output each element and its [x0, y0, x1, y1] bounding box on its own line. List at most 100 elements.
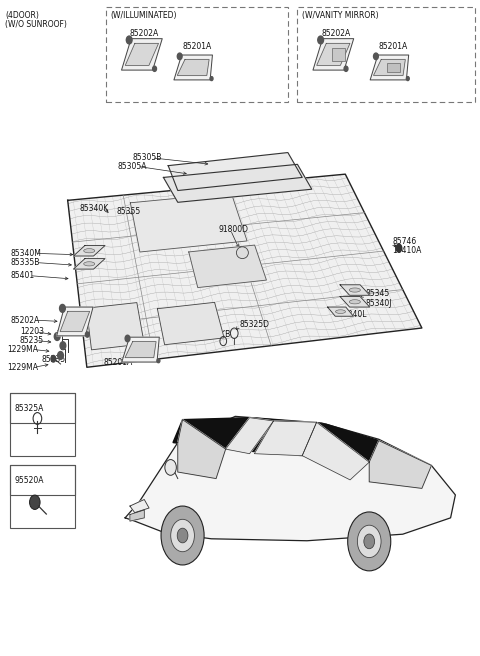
Text: 1125KB: 1125KB [201, 330, 230, 339]
Text: 85401: 85401 [10, 271, 35, 280]
Polygon shape [122, 337, 159, 362]
Circle shape [153, 66, 156, 72]
Polygon shape [226, 418, 274, 454]
Text: 85335B: 85335B [10, 258, 40, 267]
Ellipse shape [349, 300, 360, 304]
Circle shape [364, 534, 374, 549]
Polygon shape [73, 258, 105, 269]
Circle shape [54, 333, 60, 340]
Polygon shape [173, 418, 379, 462]
Text: 95520A: 95520A [14, 476, 44, 485]
Polygon shape [178, 420, 226, 479]
Polygon shape [370, 55, 408, 80]
Text: 85202A: 85202A [130, 29, 159, 38]
Polygon shape [86, 302, 144, 350]
Text: 85340M: 85340M [10, 249, 41, 258]
Polygon shape [68, 174, 422, 367]
Polygon shape [177, 60, 209, 75]
Circle shape [344, 66, 348, 72]
Polygon shape [302, 422, 369, 480]
Polygon shape [131, 193, 247, 252]
Text: 85201A: 85201A [379, 42, 408, 51]
Text: 85325D: 85325D [240, 320, 270, 329]
Bar [10, 466, 75, 527]
Text: (W/VANITY MIRROR): (W/VANITY MIRROR) [302, 10, 379, 20]
Text: 85201A: 85201A [182, 42, 212, 51]
Polygon shape [313, 39, 354, 70]
Text: 12203: 12203 [20, 327, 44, 337]
Ellipse shape [349, 288, 360, 292]
Circle shape [60, 342, 66, 350]
Circle shape [51, 356, 56, 362]
Polygon shape [125, 417, 456, 541]
Text: 85340J: 85340J [365, 298, 392, 308]
Bar [10, 394, 75, 423]
Circle shape [407, 77, 409, 81]
Circle shape [30, 495, 40, 510]
Circle shape [358, 525, 381, 558]
Polygon shape [130, 510, 144, 521]
Circle shape [58, 352, 63, 359]
Polygon shape [125, 342, 156, 358]
Text: 85340L: 85340L [338, 310, 367, 319]
Ellipse shape [84, 249, 95, 253]
Text: 85202A: 85202A [10, 316, 39, 325]
Text: 1229MA: 1229MA [7, 345, 38, 354]
Circle shape [157, 359, 160, 363]
Circle shape [348, 512, 391, 571]
Polygon shape [254, 421, 317, 456]
Bar [106, 7, 288, 102]
Text: 85305A: 85305A [118, 162, 147, 171]
Polygon shape [125, 43, 158, 66]
Circle shape [177, 53, 182, 60]
Polygon shape [174, 55, 213, 80]
Text: 85201A: 85201A [104, 358, 133, 367]
Circle shape [396, 244, 402, 252]
Circle shape [373, 53, 378, 60]
Ellipse shape [237, 247, 248, 258]
Text: (W/O SUNROOF): (W/O SUNROOF) [5, 20, 67, 30]
Ellipse shape [84, 262, 95, 266]
Text: 85202A: 85202A [322, 29, 350, 38]
Text: 85345: 85345 [365, 289, 390, 298]
Circle shape [177, 528, 188, 543]
Text: 85235: 85235 [20, 336, 44, 345]
Circle shape [171, 520, 194, 552]
Text: 85235: 85235 [41, 355, 65, 364]
Text: 85355: 85355 [117, 207, 141, 216]
Polygon shape [57, 307, 93, 336]
Polygon shape [157, 302, 224, 345]
Polygon shape [73, 245, 105, 256]
Text: 10410A: 10410A [392, 245, 421, 255]
Polygon shape [60, 312, 90, 331]
Polygon shape [130, 499, 149, 512]
Polygon shape [327, 307, 353, 316]
Text: 85746: 85746 [392, 237, 417, 246]
Bar [10, 394, 75, 456]
Bar [298, 7, 475, 102]
Ellipse shape [336, 310, 346, 314]
Text: 85325A: 85325A [14, 404, 44, 413]
Circle shape [126, 36, 132, 44]
Text: 1229MA: 1229MA [7, 363, 38, 372]
Polygon shape [369, 441, 432, 488]
Circle shape [318, 36, 324, 44]
Circle shape [60, 304, 65, 312]
Bar [332, 48, 345, 61]
Text: 91800D: 91800D [218, 225, 249, 234]
Text: 85340K: 85340K [80, 204, 109, 213]
Circle shape [125, 335, 130, 342]
Circle shape [210, 77, 213, 81]
Polygon shape [340, 285, 370, 295]
Text: 85305B: 85305B [132, 154, 162, 162]
Circle shape [165, 460, 176, 476]
Polygon shape [121, 39, 162, 70]
Circle shape [85, 332, 89, 337]
Polygon shape [189, 245, 266, 287]
Bar [386, 63, 400, 72]
Polygon shape [373, 60, 405, 75]
Polygon shape [168, 153, 302, 190]
Text: (4DOOR): (4DOOR) [5, 11, 39, 20]
Text: (W/ILLUMINATED): (W/ILLUMINATED) [111, 10, 177, 20]
Polygon shape [340, 297, 370, 307]
